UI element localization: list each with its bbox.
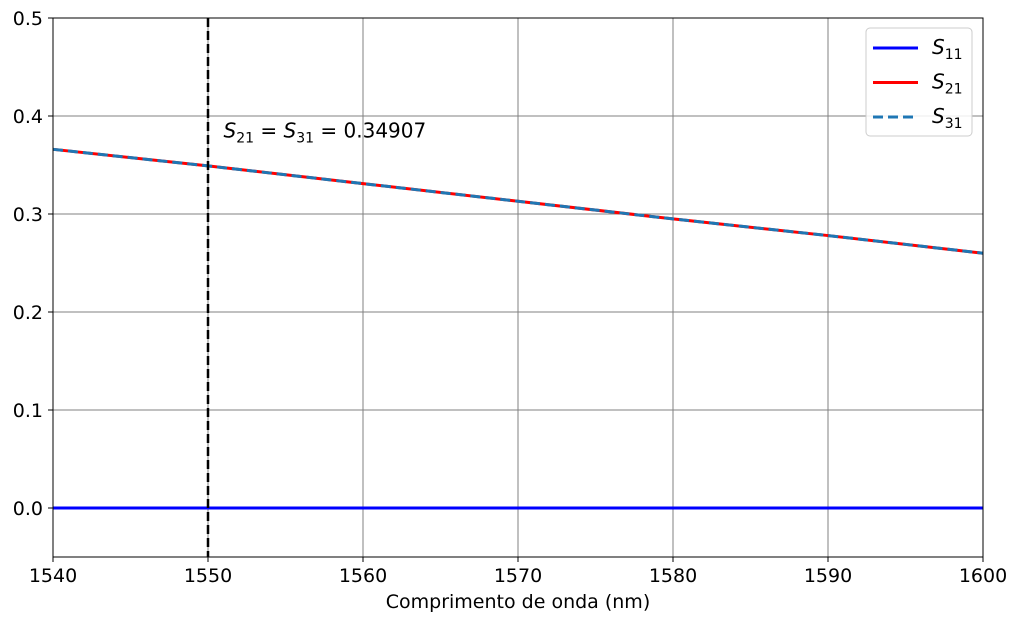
y-tick-label: 0.5 [13, 8, 43, 30]
y-axis-ticks: 0.0 0.1 0.2 0.3 0.4 0.5 [13, 8, 53, 520]
x-tick-label: 1540 [29, 565, 77, 587]
x-tick-label: 1600 [959, 565, 1007, 587]
x-axis-label: Comprimento de onda (nm) [386, 591, 650, 613]
x-tick-label: 1560 [339, 565, 387, 587]
x-tick-label: 1590 [804, 565, 852, 587]
x-tick-label: 1570 [494, 565, 542, 587]
legend-label-s11: S11 [932, 35, 963, 63]
y-tick-label: 0.1 [13, 400, 43, 422]
grid [52, 17, 984, 557]
legend-label-s21: S21 [932, 70, 963, 98]
y-tick-label: 0.2 [13, 302, 43, 324]
y-tick-label: 0.0 [13, 498, 43, 520]
x-tick-label: 1550 [184, 565, 232, 587]
x-axis-ticks: 1540 1550 1560 1570 1580 1590 1600 [29, 557, 1007, 587]
legend: S11 S21 S31 [865, 27, 973, 137]
annotation-label: S21 = S31 = 0.34907 [224, 119, 427, 147]
y-tick-label: 0.3 [13, 204, 43, 226]
x-tick-label: 1580 [649, 565, 697, 587]
legend-label-s31: S31 [932, 104, 963, 132]
legend-box [865, 27, 973, 137]
y-tick-label: 0.4 [13, 106, 43, 128]
